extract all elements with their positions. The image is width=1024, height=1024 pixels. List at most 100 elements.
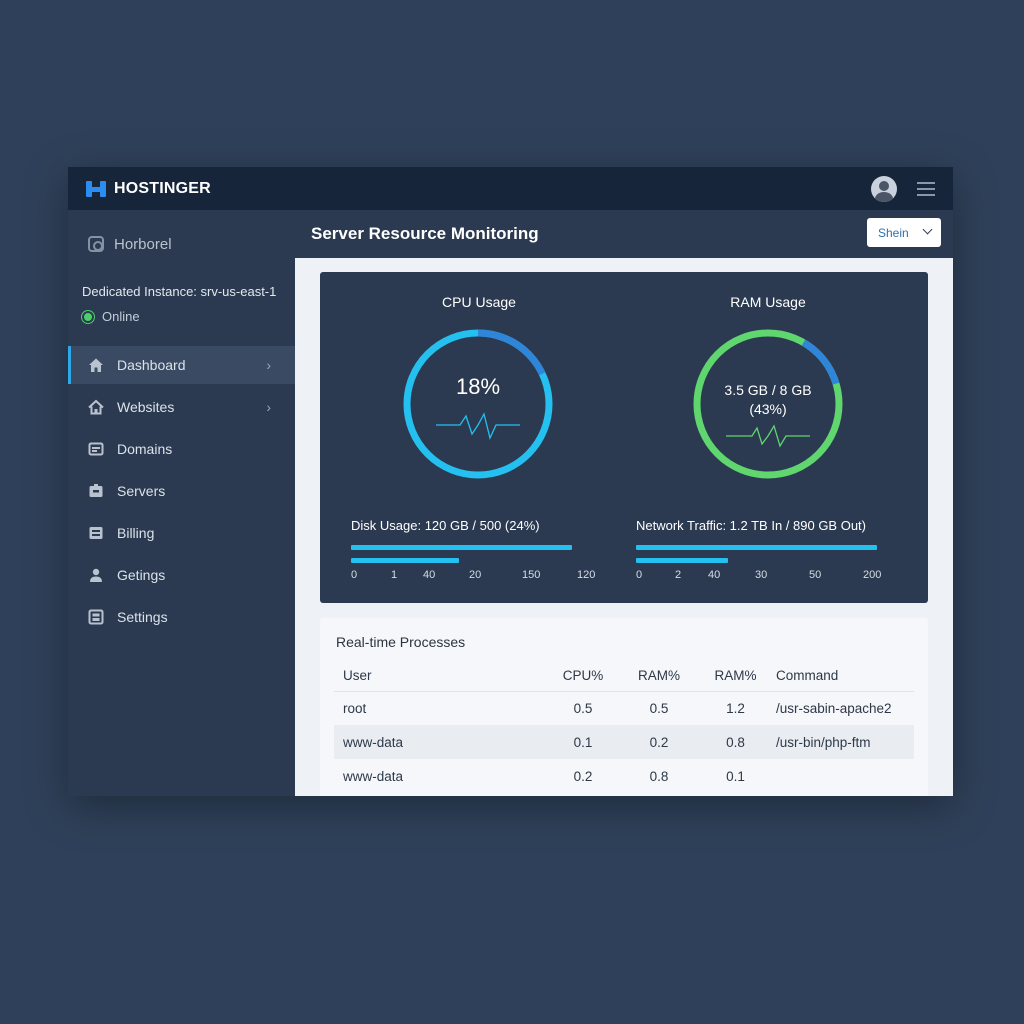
sidebar-item-dashboard[interactable]: Dashboard › [68,346,295,384]
table-cell: 0.2 [573,768,593,784]
table-row[interactable]: www-data 0.2 0.8 0.1 [334,759,914,793]
disk-usage-fill [351,558,459,563]
disk-usage-bar [351,545,572,550]
network-tick: 0 [636,569,643,581]
status-text: Online [102,309,140,324]
network-tick: 30 [755,569,768,581]
ram-gauge [693,329,843,479]
ram-value-line1: 3.5 GB / 8 GB [724,382,812,398]
column-header[interactable]: CPU% [545,660,621,692]
cpu-gauge [403,329,553,479]
table-cell: 0.2 [621,725,697,759]
table-cell: 0.5 [649,700,669,716]
sidebar-item-label: Getings [117,567,166,583]
chevron-down-icon [922,224,933,235]
table-cell: www-data [334,725,545,759]
settings-icon [88,609,104,625]
ram-gauge-fill [693,329,843,479]
ram-gauge-track [693,329,843,479]
processes-table: User CPU% RAM% RAM% Command root 0.5 0.5… [334,660,914,793]
instance-info: Dedicated Instance: srv-us-east-1 Online [68,260,295,324]
table-cell: /usr-bin/php-ftm [774,725,914,759]
ram-value: 3.5 GB / 8 GB (43%) [708,381,828,419]
column-header[interactable]: RAM% [621,660,697,692]
top-bar: HOSTINGER [68,167,953,210]
disk-tick: 150 [522,569,541,581]
table-row[interactable]: www-data 0.1 0.2 0.8 /usr-bin/php-ftm [334,725,914,759]
logo[interactable]: HOSTINGER [86,179,211,199]
chevron-right-icon: › [266,399,271,415]
network-tick: 200 [863,569,882,581]
sidebar-item-label: Domains [117,441,173,457]
network-tick: 40 [708,569,721,581]
column-header[interactable]: Command [774,660,914,692]
chevron-right-icon: › [266,357,271,373]
sidebar-item-label: Dashboard [117,357,186,373]
table-cell: 0.8 [697,725,774,759]
sidebar-brand[interactable]: Horborel [68,210,295,260]
column-header[interactable]: RAM% [697,660,774,692]
table-cell: 0.5 [573,700,593,716]
metrics-panel: CPU Usage 18% RAM Usage 3.5 GB / 8 GB (4… [320,272,928,603]
instance-label: Dedicated Instance: srv-us-east-1 [82,284,277,299]
sidebar-item-settings[interactable]: Settings [68,598,295,636]
sidebar-item-getings[interactable]: Getings [68,556,295,594]
table-row[interactable]: root 0.5 0.5 1.2 /usr-sabin-apache2 [334,691,914,725]
sidebar-item-billing[interactable]: Billing [68,514,295,552]
app-window: HOSTINGER Horborel Dedicated Instance: s… [68,167,953,796]
user-icon [88,567,104,583]
menu-icon[interactable] [917,181,935,196]
ram-pulse-icon [726,424,810,448]
sidebar-item-label: Servers [117,483,166,499]
cpu-gauge-fill [403,329,553,479]
server-select-value: Shein [878,225,909,240]
sidebar-item-servers[interactable]: Servers [68,472,295,510]
cpu-title: CPU Usage [442,294,516,310]
cpu-pulse-icon [436,412,520,440]
table-cell: 0.1 [726,768,745,784]
sidebar-item-domains[interactable]: Domains [68,430,295,468]
network-tick: 50 [809,569,822,581]
sidebar-item-websites[interactable]: Websites › [68,388,295,426]
sidebar: Horborel Dedicated Instance: srv-us-east… [68,210,295,796]
sidebar-item-label: Settings [117,609,168,625]
main-header: Server Resource Monitoring Shein [295,210,953,258]
ram-value-line2: (43%) [749,401,787,417]
brand-name: HOSTINGER [114,179,211,197]
cpu-value: 18% [455,374,501,399]
status-dot-icon [82,310,94,323]
table-header-row: User CPU% RAM% RAM% Command [334,660,914,692]
shield-icon [88,236,104,252]
user-avatar-icon[interactable] [871,175,897,202]
table-cell: 0.8 [649,768,669,784]
domain-icon [88,441,104,457]
table-cell: 1.2 [726,700,745,716]
billing-icon [88,525,104,541]
column-header[interactable]: User [334,660,545,692]
server-select[interactable]: Shein [867,218,941,247]
table-cell: www-data [343,768,404,784]
network-traffic-bar [636,545,877,550]
table-cell: root [343,700,367,716]
processes-title: Real-time Processes [336,634,466,650]
sidebar-item-label: Billing [117,525,155,541]
table-cell: 0.1 [545,725,621,759]
table-cell [774,759,914,793]
network-ticks: 0 2 40 30 50 200 [636,569,896,583]
disk-tick: 40 [423,569,436,581]
disk-tick: 1 [391,569,398,581]
disk-tick: 0 [351,569,358,581]
disk-ticks: 0 1 40 20 150 120 [351,569,601,583]
disk-tick: 20 [469,569,482,581]
network-tick: 2 [675,569,682,581]
disk-tick: 120 [577,569,596,581]
page-title: Server Resource Monitoring [311,224,539,243]
network-traffic-fill [636,558,728,563]
sidebar-item-label: Websites [117,399,175,415]
ram-title: RAM Usage [730,294,806,310]
server-icon [88,483,104,499]
sidebar-brand-label: Horborel [114,235,172,253]
sidebar-nav: Dashboard › Websites › Domains [68,346,295,640]
home-icon [88,357,104,373]
status-badge: Online [82,309,281,324]
